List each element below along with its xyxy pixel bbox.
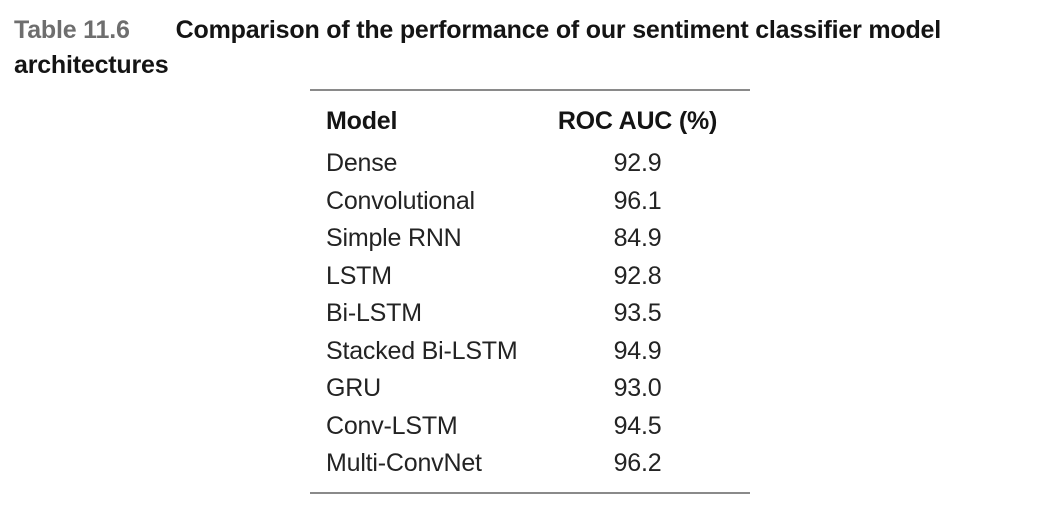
roc-auc-value: 92.9 (613, 149, 662, 177)
roc-auc-value: 92.8 (613, 261, 662, 290)
table-row-convolutional: Convolutional 96.1 (310, 183, 750, 221)
roc-auc-value: 94.5 (613, 411, 662, 440)
roc-auc-value: 84.9 (613, 224, 662, 252)
column-header-model: Model (326, 107, 398, 135)
model-name: LSTM (326, 261, 392, 290)
table-row-lstm: LSTM 92.8 (310, 258, 750, 296)
model-name: Convolutional (326, 186, 475, 215)
table-row-conv-lstm: Conv-LSTM 94.5 (310, 408, 750, 446)
roc-auc-value: 93.5 (613, 299, 662, 327)
table-header-row: Model ROC AUC (%) (310, 108, 750, 134)
table-number-label: Table 11.6 (14, 16, 130, 44)
model-name: Bi-LSTM (326, 299, 422, 327)
column-header-roc-auc: ROC AUC (%) (557, 107, 718, 135)
model-name: Multi-ConvNet (326, 449, 482, 477)
table-row-gru: GRU 93.0 (310, 370, 750, 408)
model-name: GRU (326, 374, 381, 402)
table-row-stacked-bi-lstm: Stacked Bi-LSTM 94.9 (310, 333, 750, 371)
model-name: Conv-LSTM (326, 411, 458, 440)
table-caption: Table 11.6 Comparison of the performance … (14, 13, 1024, 83)
roc-auc-value: 94.9 (613, 336, 662, 365)
caption-title-text: Comparison of the performance of our sen… (14, 16, 942, 79)
table-body: Dense 92.9 Convolutional 96.1 Simple RNN… (310, 145, 750, 483)
model-name: Stacked Bi-LSTM (326, 336, 518, 365)
roc-auc-value: 93.0 (613, 374, 662, 402)
roc-auc-value: 96.1 (613, 186, 662, 215)
table-row-multi-convnet: Multi-ConvNet 96.2 (310, 445, 750, 483)
comparison-table: Model ROC AUC (%) Dense 92.9 Convolution… (310, 89, 750, 494)
table-row-dense: Dense 92.9 (310, 145, 750, 183)
table-row-bi-lstm: Bi-LSTM 93.5 (310, 295, 750, 333)
model-name: Simple RNN (326, 224, 462, 252)
table-row-simple-rnn: Simple RNN 84.9 (310, 220, 750, 258)
model-name: Dense (326, 149, 398, 177)
roc-auc-value: 96.2 (613, 449, 662, 477)
